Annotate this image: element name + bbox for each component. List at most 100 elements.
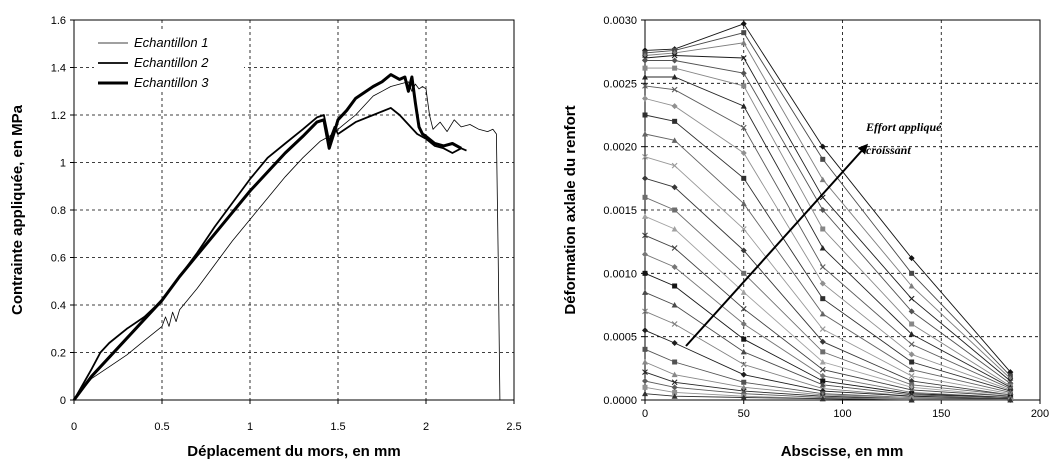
strain-point-marker (642, 232, 648, 239)
strain-point-marker (672, 389, 678, 395)
strain-point-marker (642, 74, 648, 80)
strain-point-marker (642, 95, 648, 102)
strain-point-marker (908, 331, 915, 337)
strain-series-line (644, 32, 1011, 377)
chart1-y-tick-label: 1.6 (51, 15, 66, 27)
chart2-y-tick-label: 0.0010 (603, 268, 637, 280)
strain-point-marker (908, 397, 915, 403)
strain-point-marker (740, 124, 747, 131)
chart2-tick-labels: 0 50 100 150 200 0.0000 0.0005 0.0010 0.0015 0.00… (603, 15, 1049, 420)
strain-point-marker (819, 381, 826, 388)
chart2-y-tick-label: 0.0005 (603, 332, 637, 344)
strain-point-marker (671, 137, 678, 143)
strain-point-marker (740, 371, 747, 378)
strain-point-marker (672, 207, 678, 213)
strain-point-marker (642, 194, 648, 200)
annotation-line-1: Effort appliqué (865, 120, 942, 134)
strain-point-marker (819, 372, 826, 379)
strain-point-marker (642, 153, 648, 160)
strain-point-marker (671, 340, 678, 346)
strain-series-line (644, 329, 1011, 400)
strain-series-line (644, 177, 1011, 396)
strain-series-line (645, 67, 1011, 387)
chart1-y-tick-label: 1.4 (51, 63, 66, 75)
chart1-y-tick-label: 0.4 (51, 300, 66, 312)
strain-point-marker (671, 52, 678, 59)
strain-point-marker (819, 176, 826, 183)
strain-point-marker (909, 321, 915, 327)
strain-point-marker (740, 384, 747, 390)
strain-point-marker (819, 310, 826, 317)
strain-point-marker (642, 270, 648, 276)
chart2-y-tick-label: 0.0000 (603, 395, 637, 407)
strain-point-marker (819, 245, 826, 251)
chart1-y-tick-label: 1 (60, 158, 66, 170)
strain-point-marker (741, 270, 747, 276)
strain-point-marker (642, 378, 648, 384)
strain-series-line (644, 291, 1011, 398)
strain-point-marker (642, 112, 648, 118)
strain-point-marker (740, 20, 747, 27)
strain-series-line (644, 234, 1011, 397)
strain-point-marker (741, 175, 747, 181)
strain-point-marker (642, 327, 648, 334)
strain-series-line (644, 253, 1011, 398)
strain-point-marker (820, 226, 826, 232)
strain-point-marker (740, 226, 747, 232)
strain-point-marker (671, 379, 678, 386)
chart2-x-axis-title: Abscisse, en mm (781, 443, 904, 460)
chart1-x-tick-label: 0 (71, 421, 77, 433)
strain-series-line (644, 393, 1011, 401)
series-line-echantillon-3 (72, 73, 462, 401)
strain-point-marker (642, 369, 648, 376)
strain-point-marker (741, 379, 747, 385)
strain-point-marker (819, 143, 826, 150)
chart2-y-tick-label: 0.0030 (603, 15, 637, 27)
chart1-x-tick-label: 1 (247, 421, 253, 433)
strain-point-marker (740, 55, 747, 61)
chart2-series (642, 20, 1014, 403)
strain-point-marker (671, 384, 678, 391)
chart2-grid (645, 20, 1040, 400)
strain-point-marker (642, 289, 648, 295)
strain-point-marker (740, 321, 747, 327)
strain-point-marker (1007, 397, 1014, 403)
strain-point-marker (740, 150, 747, 156)
strain-point-marker (671, 74, 678, 80)
strain-point-marker (642, 359, 648, 365)
strain-point-marker (672, 118, 678, 124)
strain-point-marker (740, 103, 747, 109)
chart1-legend: Echantillon 1 Echantillon 2 Echantillon … (94, 30, 244, 92)
strain-point-marker (740, 348, 747, 355)
strain-point-marker (740, 247, 747, 254)
chart1-series (72, 73, 501, 401)
chart1-x-tick-label: 1.5 (330, 421, 345, 433)
strain-point-marker (819, 264, 826, 270)
chart1-y-tick-label: 0.8 (51, 205, 66, 217)
strain-series-line (644, 23, 1011, 373)
strain-point-marker (908, 255, 915, 262)
strain-point-marker (819, 366, 826, 373)
strain-point-marker (671, 371, 678, 378)
strain-point-marker (671, 302, 678, 308)
strain-point-marker (642, 175, 648, 182)
strain-point-marker (671, 393, 678, 399)
chart1-tick-labels: 0 0.5 1 1.5 2 2.5 0 0.2 0.4 0.6 0.8 1 1.2 1.4 1.6 (51, 15, 522, 433)
strain-point-marker (671, 57, 678, 64)
strain-point-marker (741, 83, 747, 89)
legend-label-echantillon-2: Echantillon 2 (134, 55, 209, 70)
strain-point-marker (819, 326, 826, 332)
chart1-y-axis-title: Contrainte appliquée, en MPa (9, 104, 26, 315)
strain-point-marker (642, 65, 648, 71)
strain-point-marker (642, 346, 648, 352)
chart2-x-tick-label: 100 (833, 408, 851, 420)
strain-point-marker (642, 131, 648, 137)
strain-point-marker (642, 308, 648, 315)
strain-point-marker (908, 351, 915, 358)
strain-point-marker (642, 390, 648, 397)
strain-series-line (644, 215, 1011, 397)
strain-point-marker (819, 359, 826, 365)
strain-series-line (644, 386, 1011, 401)
strain-point-marker (740, 305, 747, 312)
